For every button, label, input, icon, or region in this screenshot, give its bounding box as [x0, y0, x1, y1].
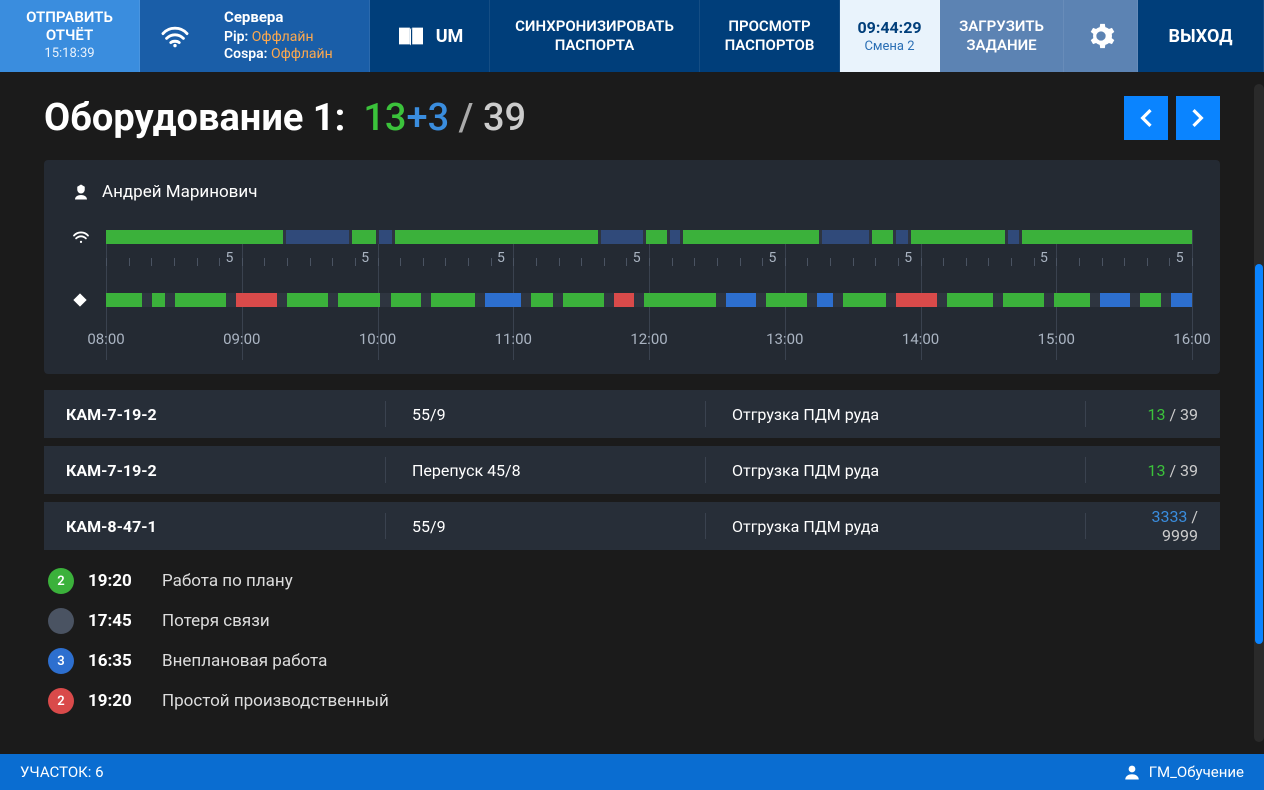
eq-name: КАМ-7-19-2	[66, 457, 386, 483]
main-content: Оборудование 1: 13+3 / 39 Андрей Маринов…	[0, 72, 1264, 754]
eq-count: 3333 / 9999	[1086, 507, 1198, 545]
event-time: 19:20	[88, 691, 148, 711]
area-value: 6	[95, 763, 103, 781]
page-title-row: Оборудование 1: 13+3 / 39	[44, 96, 1220, 140]
event-row[interactable]: 2 19:20 Простой производственный	[48, 688, 1220, 714]
clock-panel: 09:44:29 Смена 2	[840, 0, 940, 72]
eq-col2: 55/9	[386, 401, 706, 427]
timeline-row-status	[72, 292, 1192, 308]
book-icon	[396, 24, 426, 48]
event-row[interactable]: 17:45 Потеря связи	[48, 608, 1220, 634]
equipment-row[interactable]: КАМ-8-47-155/9Отгрузка ПДМ руда3333 / 99…	[44, 502, 1220, 550]
timeline-panel: Андрей Маринович 55555555 08:00	[44, 160, 1220, 374]
event-badge: 3	[48, 648, 74, 674]
equipment-row[interactable]: КАМ-7-19-2Перепуск 45/8Отгрузка ПДМ руда…	[44, 446, 1220, 494]
nav-arrows	[1124, 96, 1220, 140]
um-label: UM	[436, 26, 464, 47]
timeline-row-signal	[72, 230, 1192, 244]
load-label: ЗАГРУЗИТЬ ЗАДАНИЕ	[959, 17, 1044, 55]
scrollbar[interactable]	[1254, 84, 1264, 742]
eq-name: КАМ-7-19-2	[66, 401, 386, 427]
event-text: Простой производственный	[162, 691, 389, 711]
eq-col3: Отгрузка ПДМ руда	[706, 401, 1086, 427]
count-total: 39	[483, 96, 526, 140]
event-text: Внеплановая работа	[162, 651, 327, 671]
settings-button[interactable]	[1064, 0, 1138, 72]
event-log: 219:20Работа по плану17:45Потеря связи31…	[44, 568, 1220, 714]
bottombar: УЧАСТОК: 6 ГМ_Обучение	[0, 754, 1264, 790]
wifi-small-icon	[72, 230, 94, 244]
eq-col3: Отгрузка ПДМ руда	[706, 457, 1086, 483]
next-button[interactable]	[1176, 96, 1220, 140]
event-time: 17:45	[88, 611, 148, 631]
pip-label: Pip:	[224, 29, 248, 45]
um-button[interactable]: UM	[370, 0, 490, 72]
wifi-icon	[140, 0, 210, 72]
eq-col2: 55/9	[386, 513, 706, 539]
eq-count: 13 / 39	[1086, 405, 1198, 424]
operator-icon	[72, 183, 90, 201]
page-title: Оборудование 1:	[44, 96, 345, 140]
prev-button[interactable]	[1124, 96, 1168, 140]
gear-icon	[1087, 22, 1115, 50]
event-badge	[48, 608, 74, 634]
chevron-left-icon	[1139, 109, 1153, 127]
count-done: 13	[363, 96, 406, 140]
clock-time: 09:44:29	[857, 18, 921, 37]
exit-button[interactable]: ВЫХОД	[1138, 0, 1264, 72]
warning-icon	[72, 292, 94, 308]
user-name: ГМ_Обучение	[1149, 763, 1244, 781]
event-time: 16:35	[88, 651, 148, 671]
timeline-area: 55555555 08:0009:0010:0011:0012:0013:001…	[72, 230, 1192, 356]
user-block[interactable]: ГМ_Обучение	[1123, 763, 1244, 781]
page-count: 13+3 / 39	[363, 96, 526, 140]
eq-count: 13 / 39	[1086, 461, 1198, 480]
sync-passports-button[interactable]: СИНХРОНИЗИРОВАТЬ ПАСПОРТА	[490, 0, 700, 72]
view-passports-button[interactable]: ПРОСМОТР ПАСПОРТОВ	[700, 0, 840, 72]
send-report-label: ОТПРАВИТЬ ОТЧЁТ	[26, 9, 113, 44]
operator-row: Андрей Маринович	[72, 182, 1192, 202]
servers-status: Сервера Pip: Оффлайн Cospa: Оффлайн	[210, 0, 370, 72]
send-report-button[interactable]: ОТПРАВИТЬ ОТЧЁТ 15:18:39	[0, 0, 140, 72]
event-badge: 2	[48, 568, 74, 594]
event-text: Работа по плану	[162, 571, 293, 591]
load-task-button[interactable]: ЗАГРУЗИТЬ ЗАДАНИЕ	[940, 0, 1064, 72]
send-report-time: 15:18:39	[44, 46, 94, 63]
view-label: ПРОСМОТР ПАСПОРТОВ	[725, 17, 815, 55]
event-badge: 2	[48, 688, 74, 714]
equipment-table: КАМ-7-19-255/9Отгрузка ПДМ руда13 / 39КА…	[44, 390, 1220, 550]
eq-col3: Отгрузка ПДМ руда	[706, 513, 1086, 539]
count-plus: +3	[407, 96, 450, 140]
area-label: УЧАСТОК: 6	[20, 763, 104, 781]
chevron-right-icon	[1191, 109, 1205, 127]
servers-title: Сервера	[224, 8, 283, 27]
event-row[interactable]: 3 16:35 Внеплановая работа	[48, 648, 1220, 674]
sync-label: СИНХРОНИЗИРОВАТЬ ПАСПОРТА	[515, 17, 674, 55]
cospa-label: Cospa:	[224, 46, 267, 62]
exit-label: ВЫХОД	[1168, 26, 1232, 47]
operator-name: Андрей Маринович	[102, 182, 257, 202]
cospa-status: Оффлайн	[271, 46, 333, 62]
eq-name: КАМ-8-47-1	[66, 513, 386, 539]
equipment-row[interactable]: КАМ-7-19-255/9Отгрузка ПДМ руда13 / 39	[44, 390, 1220, 438]
event-time: 19:20	[88, 571, 148, 591]
event-text: Потеря связи	[162, 611, 270, 631]
event-row[interactable]: 2 19:20 Работа по плану	[48, 568, 1220, 594]
clock-shift: Смена 2	[864, 39, 914, 54]
user-icon	[1123, 763, 1141, 781]
eq-col2: Перепуск 45/8	[386, 457, 706, 483]
pip-status: Оффлайн	[252, 29, 314, 45]
topbar: ОТПРАВИТЬ ОТЧЁТ 15:18:39 Сервера Pip: Оф…	[0, 0, 1264, 72]
